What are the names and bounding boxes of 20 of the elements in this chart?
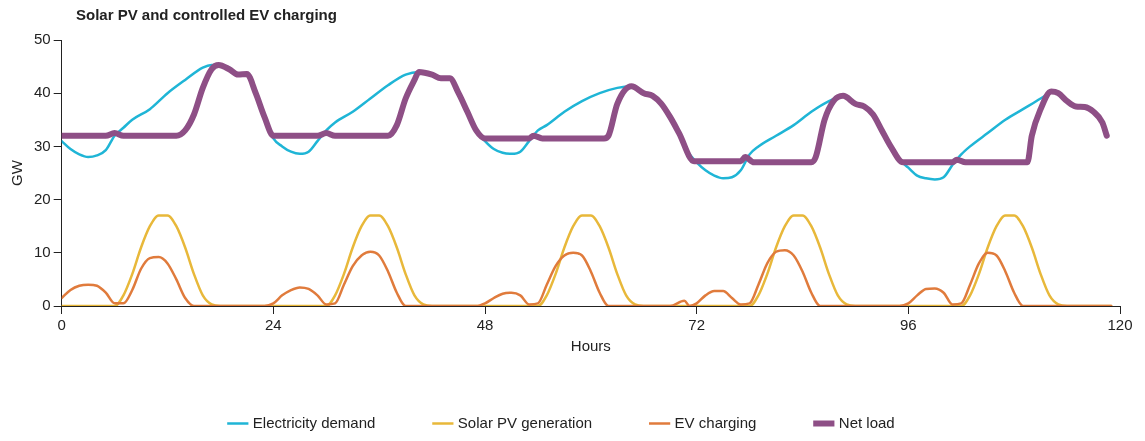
legend-label: Net load bbox=[838, 413, 895, 431]
x-tick-label: 24 bbox=[265, 316, 282, 334]
y-tick-label: 0 bbox=[42, 296, 51, 314]
x-axis-title: Hours bbox=[570, 337, 611, 355]
legend-label: Electricity demand bbox=[252, 413, 376, 431]
chart-title: Solar PV and controlled EV charging bbox=[76, 6, 337, 23]
y-axis-title: GW bbox=[8, 159, 26, 186]
legend-label: EV charging bbox=[674, 413, 757, 431]
line-series bbox=[61, 248, 1113, 306]
x-tick-label: 48 bbox=[476, 316, 494, 334]
x-tick-label: 72 bbox=[688, 316, 706, 334]
y-tick-label: 50 bbox=[34, 30, 51, 48]
x-tick-label: 0 bbox=[57, 316, 66, 334]
y-tick-label: 30 bbox=[34, 136, 51, 154]
x-tick-label: 120 bbox=[1107, 316, 1133, 334]
y-tick-label: 40 bbox=[34, 83, 51, 101]
legend-label: Solar PV generation bbox=[457, 413, 593, 431]
y-tick-label: 10 bbox=[34, 242, 51, 260]
y-tick-label: 20 bbox=[34, 189, 51, 207]
x-tick-label: 96 bbox=[899, 316, 917, 334]
